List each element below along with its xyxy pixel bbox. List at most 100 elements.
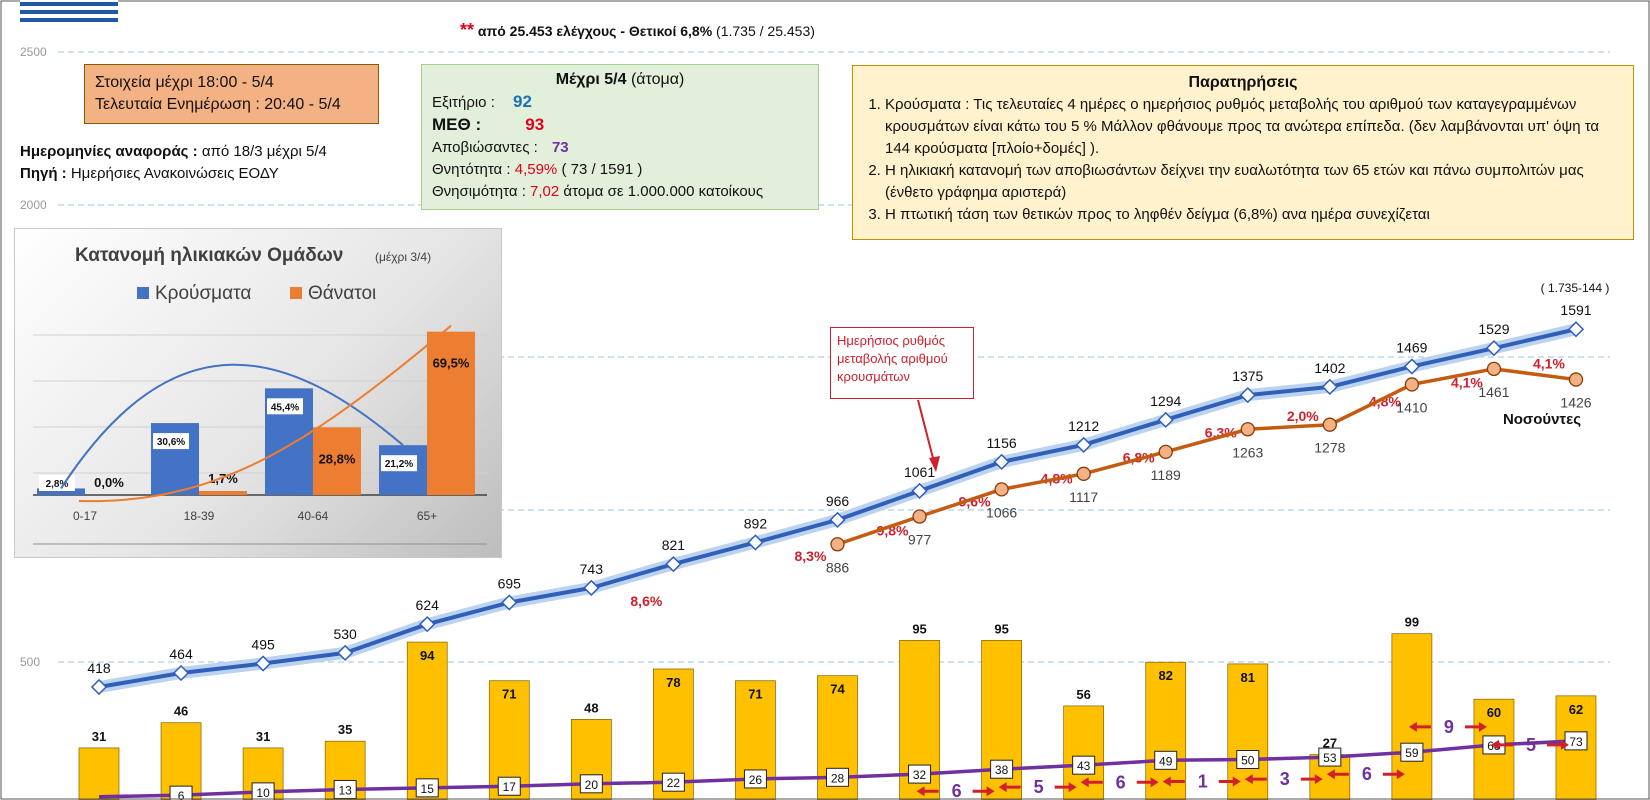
deaths-value-label: 73 bbox=[1569, 735, 1583, 749]
deaths-value-box bbox=[251, 782, 275, 800]
cases-point bbox=[1403, 358, 1421, 375]
hospitalized-value-label: 1066 bbox=[986, 504, 1017, 520]
daily-rate-label: 8,3% bbox=[795, 548, 827, 564]
cases-point bbox=[911, 482, 928, 500]
hospitalized-series-label: Νοσούντες bbox=[1503, 411, 1581, 428]
deaths-value-label: 32 bbox=[913, 768, 927, 782]
totals-title-unit: (άτομα) bbox=[630, 71, 685, 88]
cases-value-label: 1591 bbox=[1560, 302, 1591, 318]
cases-value-label: 821 bbox=[662, 537, 686, 553]
rate-callout: Ημερήσιος ρυθμός μεταβολής αριθμού κρουσ… bbox=[830, 327, 974, 399]
observations-box: Παρατηρήσεις Κρούσματα : Τις τελευταίες … bbox=[852, 65, 1634, 240]
inset-cases-bar bbox=[37, 488, 85, 495]
mortality-label: Θνησιμότητα : bbox=[432, 183, 526, 200]
daily-death-label: 6 bbox=[1362, 764, 1372, 784]
subtitle-text: από 25.453 ελέγχους - Θετικοί 6,8% bbox=[477, 23, 713, 39]
hospitalized-value-label: 886 bbox=[826, 559, 850, 575]
daily-rate-label: 2,0% bbox=[1287, 408, 1319, 424]
hospitalized-point bbox=[912, 509, 927, 524]
observation-item: Κρούσματα : Τις τελευταίες 4 ημέρες ο ημ… bbox=[885, 94, 1623, 160]
totals-title: Μέχρι 5/4 bbox=[555, 71, 627, 88]
cases-point bbox=[993, 453, 1010, 471]
deaths-value-label: 6 bbox=[178, 789, 185, 800]
legend-swatch-deaths bbox=[290, 287, 302, 299]
inset-cases-label-bg bbox=[381, 455, 417, 472]
deaths-value-box bbox=[743, 769, 767, 789]
inset-deaths-bar bbox=[313, 427, 361, 495]
deaths-value-label: 38 bbox=[995, 763, 1009, 777]
inset-deaths-label: 0,0% bbox=[94, 475, 124, 490]
greek-flag-icon bbox=[20, 0, 118, 24]
deaths-value-box bbox=[1072, 755, 1096, 775]
deaths-value-label: 59 bbox=[1405, 746, 1419, 760]
new-cases-label: 99 bbox=[1405, 615, 1419, 630]
observation-item: Η πτωτική τάση των θετικών προς το ληφθέ… bbox=[885, 204, 1623, 226]
discharged-value: 92 bbox=[513, 92, 532, 111]
hospitalized-point bbox=[830, 537, 845, 552]
lethality-label: Θνητότητα : bbox=[432, 161, 511, 178]
hospitalized-value-label: 1426 bbox=[1560, 395, 1591, 411]
new-cases-label: 71 bbox=[748, 687, 762, 702]
new-cases-label: 94 bbox=[420, 648, 435, 663]
inset-deaths-bar bbox=[199, 491, 247, 495]
age-distribution-panel: Κατανομή ηλικιακών Ομάδων (μέχρι 3/4) Κρού… bbox=[14, 228, 502, 558]
deaths-value-label: 28 bbox=[831, 771, 845, 785]
mortality-value: 7,02 bbox=[530, 183, 560, 200]
observations-title: Παρατηρήσεις bbox=[1188, 74, 1298, 91]
daily-death-arrow-head bbox=[986, 786, 995, 797]
new-cases-label: 95 bbox=[912, 621, 926, 636]
daily-rate-label: 4,8% bbox=[1369, 394, 1401, 410]
cases-point bbox=[1239, 386, 1256, 404]
inset-category-label: 0-17 bbox=[73, 509, 97, 523]
daily-death-arrow-head bbox=[1478, 721, 1487, 732]
cases-value-label: 1375 bbox=[1232, 368, 1263, 384]
hospitalized-point bbox=[1404, 377, 1420, 392]
cases-value-label: 1402 bbox=[1314, 360, 1345, 376]
lethality-value: 4,59% bbox=[514, 161, 558, 178]
hospitalized-value-label: 1117 bbox=[1069, 489, 1098, 505]
new-cases-label: 82 bbox=[1158, 668, 1172, 683]
cases-point bbox=[665, 555, 682, 573]
cases-point bbox=[254, 655, 272, 672]
new-cases-label: 62 bbox=[1569, 702, 1583, 717]
deaths-value-box bbox=[497, 776, 521, 796]
hospitalized-point bbox=[1076, 466, 1091, 481]
cases-point bbox=[1321, 378, 1338, 396]
daily-rate-label: 4,1% bbox=[1451, 374, 1483, 390]
daily-death-arrow-head bbox=[1068, 782, 1077, 793]
cases-point bbox=[1567, 321, 1585, 338]
cases-value-label: 1156 bbox=[987, 435, 1017, 451]
deaths-value-label: 50 bbox=[1241, 754, 1255, 768]
cases-value-label: 495 bbox=[251, 637, 275, 653]
cases-value-label: 464 bbox=[169, 646, 193, 662]
new-cases-label: 46 bbox=[174, 704, 188, 719]
daily-death-arrow-head bbox=[1408, 721, 1417, 732]
cases-note-label: ( 1.735-144 ) bbox=[1541, 281, 1610, 295]
totals-box: Μέχρι 5/4 (άτομα) Εξιτήριο : 92 ΜΕΘ : 93… bbox=[421, 64, 819, 210]
source-value: Ημερήσιες Ανακοινώσεις ΕΟΔΥ bbox=[70, 165, 279, 182]
inset-cases-label-bg bbox=[267, 398, 303, 415]
source-label: Πηγή bbox=[20, 165, 58, 182]
daily-death-arrow-head bbox=[1080, 777, 1089, 788]
cases-point bbox=[501, 594, 518, 611]
daily-death-label: 5 bbox=[1526, 735, 1536, 755]
hospitalized-value-label: 1278 bbox=[1314, 440, 1345, 456]
hospitalized-point bbox=[1240, 422, 1255, 437]
cases-point bbox=[90, 678, 108, 696]
mortality-text: άτομα σε 1.000.000 κατοίκους bbox=[563, 183, 764, 200]
deaths-value-box bbox=[579, 774, 603, 794]
daily-rate-label: 8,6% bbox=[630, 593, 662, 609]
daily-death-label: 5 bbox=[1034, 777, 1044, 797]
daily-death-arrow-head bbox=[1560, 739, 1569, 750]
daily-death-label: 6 bbox=[952, 781, 962, 800]
deaths-value-label: 15 bbox=[421, 782, 435, 796]
daily-death-arrow-head bbox=[1396, 769, 1405, 780]
daily-death-arrow-head bbox=[1162, 776, 1171, 787]
cases-point bbox=[419, 616, 436, 633]
hospitalized-point bbox=[994, 482, 1009, 497]
deaths-value-label: 53 bbox=[1323, 751, 1337, 765]
deaths-value-label: 26 bbox=[749, 773, 763, 787]
cases-value-label: 892 bbox=[744, 515, 768, 531]
